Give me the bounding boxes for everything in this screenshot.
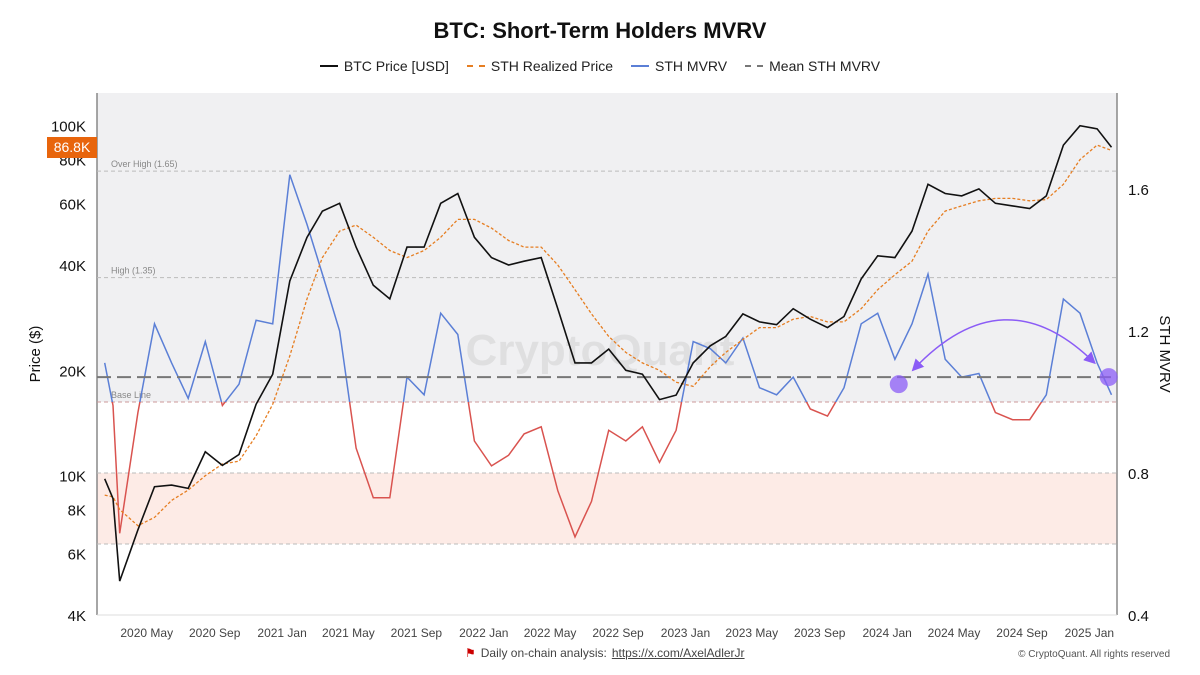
y2-tick-label: 0.8 [1128, 466, 1149, 483]
legend-label: STH Realized Price [490, 58, 614, 74]
legend-item-mvrv[interactable]: STH MVRV [631, 58, 727, 74]
x-tick-label: 2020 Sep [189, 626, 241, 640]
x-tick-label: 2025 Jan [1065, 626, 1114, 640]
y-axis-label: Price ($) [27, 326, 44, 383]
x-tick-label: 2023 Sep [794, 626, 846, 640]
mvrv-line-below-base [111, 401, 1043, 539]
x-tick-label: 2024 Jan [862, 626, 911, 640]
y-tick-label: 20K [59, 363, 86, 380]
highlight-marker [1099, 368, 1118, 387]
legend-label: STH MVRV [655, 58, 728, 74]
copyright: © CryptoQuant. All rights reserved [1018, 649, 1170, 660]
x-tick-label: 2024 May [928, 626, 981, 640]
y2-tick-label: 0.4 [1128, 608, 1149, 625]
level-label: High (1.35) [111, 266, 156, 276]
footer-analysis: ⚑ Daily on-chain analysis: https://x.com… [465, 646, 745, 660]
x-tick-label: 2024 Sep [996, 626, 1048, 640]
y-tick-label: 60K [59, 196, 86, 213]
y2-axis-label: STH MVRV [1156, 315, 1173, 392]
x-tick-label: 2021 Sep [391, 626, 443, 640]
y2-tick-label: 1.2 [1128, 324, 1149, 341]
y-tick-label: 40K [59, 258, 86, 275]
y-tick-label: 10K [59, 469, 86, 486]
comparison-arrow [911, 319, 1096, 372]
y-tick-label: 100K [51, 119, 86, 136]
x-tick-label: 2020 May [120, 626, 173, 640]
level-label: Over High (1.65) [111, 159, 178, 169]
realized-price-line [104, 144, 1112, 527]
y-tick-label: 4K [68, 608, 86, 625]
current-price-badge: 86.8K [47, 137, 97, 158]
footer-label: Daily on-chain analysis: [480, 646, 607, 660]
btc-price-line [103, 124, 1113, 582]
chart-title: BTC: Short-Term Holders MVRV [433, 18, 767, 43]
y-tick-label: 8K [68, 503, 86, 520]
flag-icon: ⚑ [465, 646, 476, 660]
legend-item-mean[interactable]: Mean STH MVRV [745, 58, 880, 74]
y2-tick-label: 1.6 [1128, 182, 1149, 199]
legend: BTC Price [USD] STH Realized Price STH M… [0, 58, 1200, 74]
y-tick-label: 6K [68, 546, 86, 563]
legend-label: Mean STH MVRV [769, 58, 881, 74]
legend-item-price[interactable]: BTC Price [USD] [319, 58, 449, 74]
legend-item-realized[interactable]: STH Realized Price [466, 58, 614, 74]
watermark: CryptoQuant [466, 326, 735, 375]
highlight-marker [889, 375, 908, 394]
footer-link[interactable]: https://x.com/AxelAdlerJr [611, 646, 745, 660]
x-tick-label: 2022 Jan [459, 626, 508, 640]
level-label: Base Line [111, 390, 151, 400]
x-tick-label: 2022 Sep [592, 626, 644, 640]
x-tick-label: 2023 May [725, 626, 778, 640]
x-tick-label: 2023 Jan [661, 626, 710, 640]
x-tick-label: 2022 May [524, 626, 577, 640]
x-tick-label: 2021 May [322, 626, 375, 640]
mvrv-line [103, 174, 1113, 402]
legend-label: BTC Price [USD] [343, 58, 449, 74]
x-tick-label: 2021 Jan [257, 626, 306, 640]
low-band [97, 472, 1117, 544]
